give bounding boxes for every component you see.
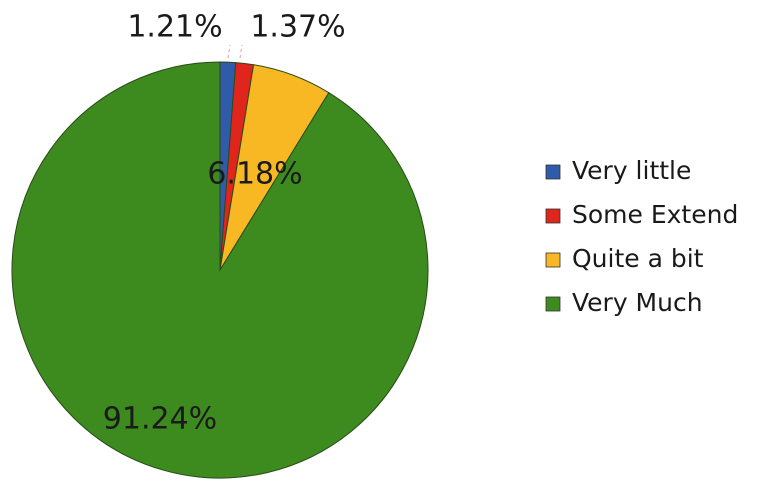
data-label: 91.24% xyxy=(103,402,217,437)
data-label: 6.18% xyxy=(207,157,302,192)
leader-line xyxy=(227,44,231,59)
legend-label: Very Much xyxy=(572,288,703,317)
legend-label: Some Extend xyxy=(572,200,738,229)
legend-swatch xyxy=(545,164,561,180)
legend-label: Quite a bit xyxy=(572,244,704,273)
data-label: 1.21% xyxy=(127,10,222,45)
pie-slice xyxy=(11,61,429,479)
legend: Very little Some Extend Quite a bit Very Mu… xyxy=(545,156,738,317)
legend-swatch xyxy=(545,252,561,268)
data-label: 1.37% xyxy=(250,10,345,45)
legend-label: Very little xyxy=(572,156,691,185)
legend-swatch xyxy=(545,296,561,312)
pie: 1.21% 1.37% 6.18% 91.24% xyxy=(11,10,429,479)
leader-line xyxy=(239,44,243,59)
legend-swatch xyxy=(545,208,561,224)
